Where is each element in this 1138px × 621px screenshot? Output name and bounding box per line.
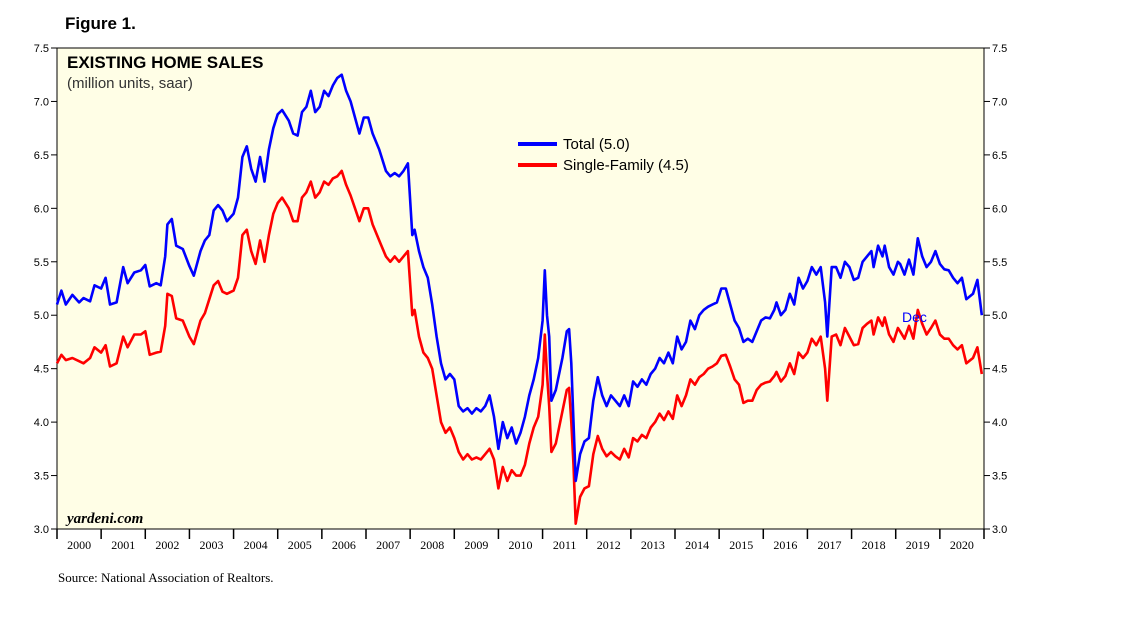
x-axis: 2000 2001 2002 2003 2004 2005 2006 2007 2008 2009… xyxy=(56,529,985,552)
x-tick-label: 2002 xyxy=(155,538,179,552)
x-tick-label: 2001 xyxy=(111,538,135,552)
x-tick-label: 2003 xyxy=(200,538,224,552)
y-tick-label-left: 4.0 xyxy=(34,417,49,429)
x-tick-label: 2017 xyxy=(818,538,842,552)
x-tick-label: 2019 xyxy=(906,538,930,552)
y-tick-label-left: 3.5 xyxy=(34,471,49,483)
x-tick-label: 2015 xyxy=(729,538,753,552)
y-tick-label-right: 5.5 xyxy=(992,257,1007,269)
x-tick-label: 2009 xyxy=(464,538,488,552)
y-tick-label-left: 7.5 xyxy=(34,43,49,55)
x-tick-label: 2014 xyxy=(685,538,709,552)
y-tick-label-right: 6.5 xyxy=(992,150,1007,162)
chart-title: EXISTING HOME SALES xyxy=(67,53,263,72)
x-tick-label: 2020 xyxy=(950,538,974,552)
y-tick-label-left: 7.0 xyxy=(34,96,49,108)
x-tick-label: 2005 xyxy=(288,538,312,552)
legend: Total (5.0) Single-Family (4.5) xyxy=(518,136,689,174)
y-tick-label-right: 7.5 xyxy=(992,43,1007,55)
figure-label: Figure 1. xyxy=(65,14,136,33)
x-tick-label: 2004 xyxy=(244,538,268,552)
y-axis-right: 3.0 3.5 4.0 4.5 5.0 5.5 6.0 6.5 7.0 7.5 xyxy=(992,43,1007,536)
source-note: Source: National Association of Realtors… xyxy=(58,570,274,585)
x-tick-label: 2008 xyxy=(420,538,444,552)
x-tick-label: 2010 xyxy=(509,538,533,552)
x-tick-label: 2000 xyxy=(67,538,91,552)
series-layer xyxy=(55,73,984,525)
x-tick-label: 2012 xyxy=(597,538,621,552)
y-tick-label-right: 7.0 xyxy=(992,96,1007,108)
y-tick-label-left: 6.5 xyxy=(34,150,49,162)
y-tick-label-right: 3.5 xyxy=(992,471,1007,483)
end-label-dec: Dec xyxy=(902,309,927,325)
y-tick-label-right: 3.0 xyxy=(992,524,1007,536)
x-tick-label: 2016 xyxy=(773,538,797,552)
x-tick-label: 2011 xyxy=(553,538,577,552)
series-line-total xyxy=(55,73,984,483)
plot-area xyxy=(56,47,985,530)
y-tick-label-left: 4.5 xyxy=(34,364,49,376)
y-tick-label-right: 4.5 xyxy=(992,364,1007,376)
legend-label-single-family: Single-Family (4.5) xyxy=(563,157,689,174)
y-tick-label-left: 5.0 xyxy=(34,310,49,322)
y-tick-label-left: 3.0 xyxy=(34,524,49,536)
legend-label-total: Total (5.0) xyxy=(563,136,630,153)
x-tick-label: 2018 xyxy=(862,538,886,552)
series-line-single-family xyxy=(55,169,984,525)
axis-ticks xyxy=(51,47,990,530)
x-tick-label: 2007 xyxy=(376,538,400,552)
x-tick-label: 2006 xyxy=(332,538,356,552)
watermark: yardeni.com xyxy=(65,511,143,527)
y-tick-label-left: 6.0 xyxy=(34,203,49,215)
y-tick-label-right: 6.0 xyxy=(992,203,1007,215)
y-tick-label-right: 5.0 xyxy=(992,310,1007,322)
x-tick-label: 2013 xyxy=(641,538,665,552)
y-axis-left: 3.0 3.5 4.0 4.5 5.0 5.5 6.0 6.5 7.0 7.5 xyxy=(34,43,49,536)
y-tick-label-right: 4.0 xyxy=(992,417,1007,429)
chart-subtitle: (million units, saar) xyxy=(67,75,193,92)
y-tick-label-left: 5.5 xyxy=(34,257,49,269)
